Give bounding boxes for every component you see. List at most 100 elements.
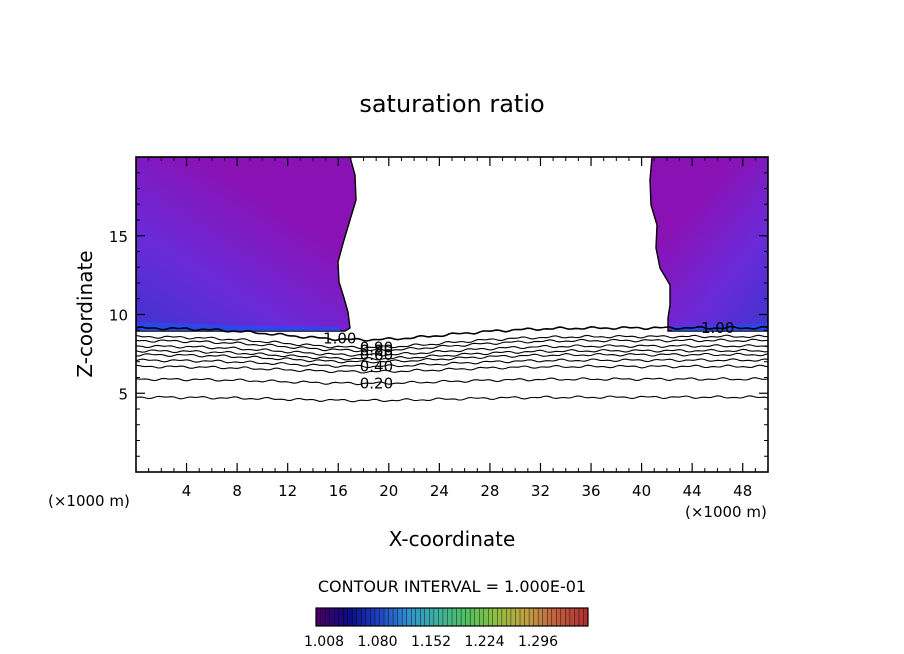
x-unit-label-right: (×1000 m) — [685, 503, 767, 521]
colorbar-cell — [401, 607, 408, 627]
colorbar-cell — [578, 607, 584, 627]
colorbar-cell — [515, 607, 521, 627]
colorbar-cell — [465, 607, 471, 627]
colorbar-tick-label: 1.080 — [357, 634, 397, 650]
x-axis-ticks: 4 8 12 16 20 24 28 32 36 40 44 48 — [148, 157, 756, 500]
colorbar-tick-labels: 1.008 1.080 1.152 1.224 1.296 — [304, 634, 558, 650]
x-tick-label: 4 — [182, 482, 192, 500]
colorbar-cell — [519, 607, 526, 627]
contour-line — [136, 395, 768, 403]
colorbar-cell — [320, 607, 326, 627]
contour-line — [136, 377, 768, 386]
y-axis-label: Z-coordinate — [73, 250, 97, 377]
colorbar-tick-label: 1.296 — [518, 634, 558, 650]
colorbar-cell — [451, 607, 458, 627]
colorbar-cell — [315, 607, 322, 627]
right-supersaturated-region — [649, 157, 768, 332]
colorbar-cell — [365, 607, 371, 627]
colorbar-cell — [397, 607, 403, 627]
colorbar-tick-label: 1.008 — [304, 634, 344, 650]
colorbar-cell — [374, 607, 380, 627]
colorbar-cell — [329, 607, 335, 627]
colorbar-cell — [533, 607, 539, 627]
contour-label: 0.60 — [360, 346, 393, 364]
contour-label: 0.20 — [360, 374, 393, 392]
colorbar-cell — [324, 607, 331, 627]
colorbar-cell — [433, 607, 439, 627]
x-tick-label: 8 — [232, 482, 242, 500]
contour-labels: 1.000.900.800.600.400.201.00 — [323, 319, 734, 392]
contour-line — [136, 338, 768, 353]
contour-label: 0.80 — [360, 341, 393, 359]
x-tick-label: 36 — [581, 482, 600, 500]
colorbar — [315, 607, 589, 627]
colorbar-cell — [483, 607, 489, 627]
colorbar-cell — [479, 607, 485, 627]
colorbar-cell — [510, 607, 516, 627]
contour-line — [136, 348, 768, 361]
x-tick-label: 16 — [329, 482, 348, 500]
x-tick-label: 48 — [733, 482, 752, 500]
colorbar-cell — [560, 607, 566, 627]
contour-line — [136, 334, 768, 350]
colorbar-cell — [492, 607, 498, 627]
colorbar-cell — [347, 607, 353, 627]
contour-label-right: 1.00 — [701, 319, 734, 337]
x-tick-label: 20 — [379, 482, 398, 500]
colorbar-cell — [551, 607, 557, 627]
colorbar-cell — [429, 607, 435, 627]
colorbar-cell — [547, 607, 553, 627]
x-tick-label: 32 — [531, 482, 550, 500]
colorbar-cell — [474, 607, 480, 627]
colorbar-cell — [537, 607, 544, 627]
x-tick-label: 12 — [278, 482, 297, 500]
contour-line — [136, 352, 768, 364]
y-axis-ticks: 5 10 15 — [109, 172, 768, 457]
colorbar-cell — [447, 607, 453, 627]
colorbar-cell — [442, 607, 448, 627]
contour-interval-label: CONTOUR INTERVAL = 1.000E-01 — [318, 577, 586, 596]
colorbar-cell — [370, 607, 376, 627]
colorbar-tick-label: 1.152 — [411, 634, 451, 650]
contour-label: 0.90 — [360, 338, 393, 356]
colorbar-cell — [456, 607, 462, 627]
contour-line — [136, 344, 768, 357]
colorbar-cell — [438, 607, 444, 627]
colorbar-cell — [333, 607, 340, 627]
colorbar-frame — [315, 607, 589, 627]
colorbar-cell — [569, 607, 575, 627]
colorbar-cell — [469, 607, 476, 627]
x-axis-label: X-coordinate — [389, 527, 516, 551]
colorbar-cell — [361, 607, 367, 627]
colorbar-cell — [388, 607, 394, 627]
colorbar-tick-label: 1.224 — [464, 634, 504, 650]
colorbar-cell — [415, 607, 421, 627]
colorbar-cell — [506, 607, 512, 627]
colorbar-cell — [574, 607, 580, 627]
contour-line — [136, 325, 768, 342]
colorbar-cell — [424, 607, 430, 627]
colorbar-cell — [383, 607, 390, 627]
x-tick-label: 24 — [430, 482, 449, 500]
colorbar-cell — [460, 607, 467, 627]
colorbar-cell — [352, 607, 358, 627]
colorbar-cell — [392, 607, 399, 627]
colorbar-cell — [411, 607, 417, 627]
colorbar-cell — [338, 607, 344, 627]
x-tick-label: 44 — [683, 482, 702, 500]
colorbar-cell — [524, 607, 530, 627]
colorbar-cell — [497, 607, 503, 627]
x-tick-label: 28 — [480, 482, 499, 500]
x-unit-label-left: (×1000 m) — [48, 492, 130, 510]
colorbar-cell — [420, 607, 426, 627]
colorbar-cell — [528, 607, 535, 627]
contour-lines — [136, 325, 768, 403]
colorbar-cell — [343, 607, 349, 627]
y-tick-label: 10 — [109, 307, 128, 325]
y-tick-label: 15 — [109, 228, 128, 246]
colorbar-cell — [556, 607, 562, 627]
chart-title: saturation ratio — [359, 90, 544, 118]
colorbar-cell — [488, 607, 494, 627]
left-supersaturated-region — [136, 157, 357, 332]
